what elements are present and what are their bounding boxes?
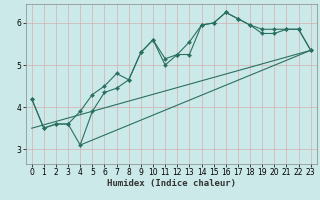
X-axis label: Humidex (Indice chaleur): Humidex (Indice chaleur)	[107, 179, 236, 188]
